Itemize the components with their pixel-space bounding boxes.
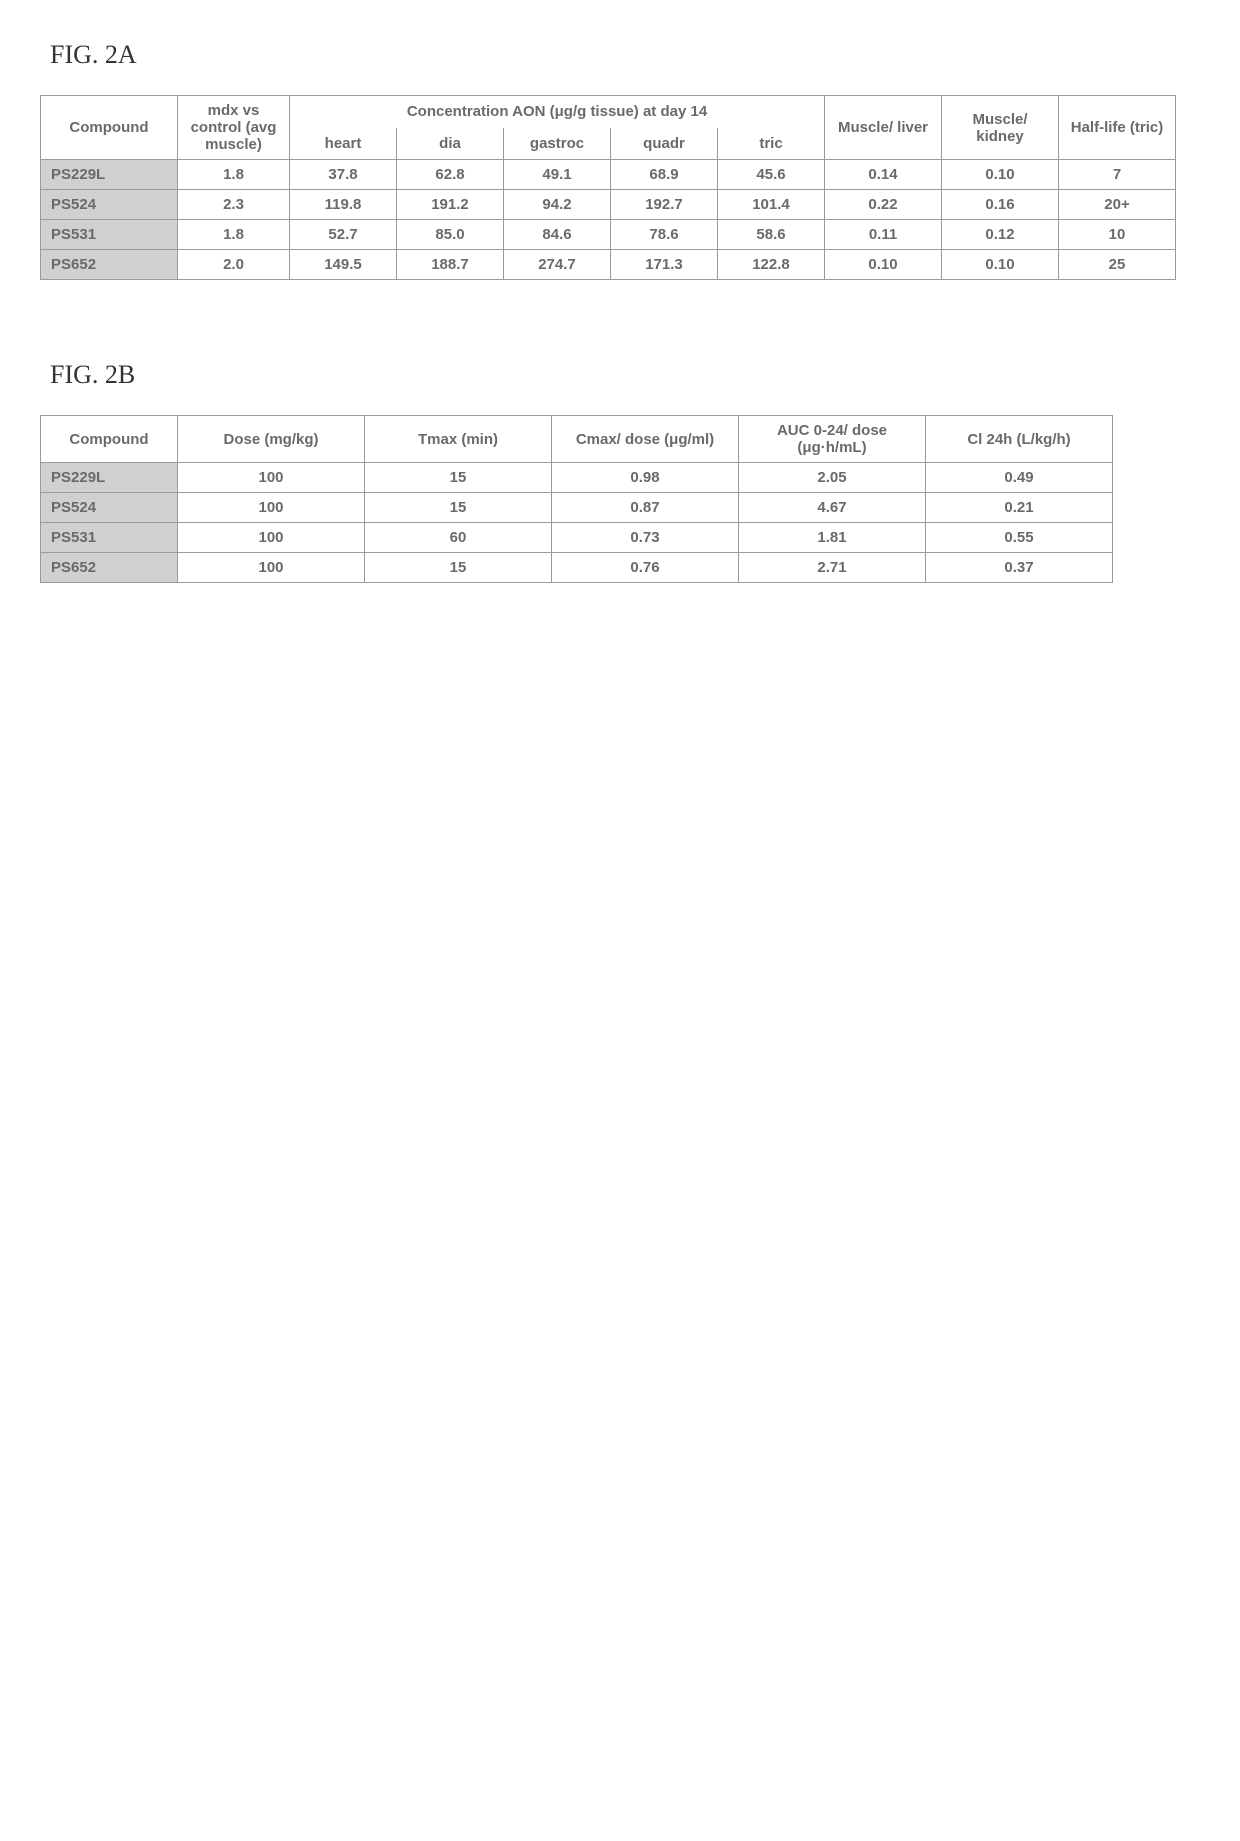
data-cell: 2.3 — [178, 190, 290, 220]
data-cell: 191.2 — [397, 190, 504, 220]
data-cell: 10 — [1059, 220, 1176, 250]
data-cell: 101.4 — [718, 190, 825, 220]
data-cell: 1.81 — [739, 523, 926, 553]
data-cell: 94.2 — [504, 190, 611, 220]
table-row: PS5311.852.785.084.678.658.60.110.1210 — [41, 220, 1176, 250]
data-cell: 0.49 — [926, 463, 1113, 493]
data-cell: 0.76 — [552, 553, 739, 583]
figure-2b-label: FIG. 2B — [50, 360, 1200, 390]
data-cell: 4.67 — [739, 493, 926, 523]
data-cell: 68.9 — [611, 160, 718, 190]
figure-2b-block: FIG. 2B Compound Dose (mg/kg) Tmax (min)… — [40, 360, 1200, 583]
data-cell: 274.7 — [504, 250, 611, 280]
table-2a: Compound mdx vs control (avg muscle) Con… — [40, 95, 1176, 280]
data-cell: 0.12 — [942, 220, 1059, 250]
col-halflife: Half-life (tric) — [1059, 96, 1176, 160]
data-cell: 0.11 — [825, 220, 942, 250]
col-gastroc: gastroc — [504, 128, 611, 160]
data-cell: 2.71 — [739, 553, 926, 583]
data-cell: 85.0 — [397, 220, 504, 250]
figure-2a-label: FIG. 2A — [50, 40, 1200, 70]
compound-cell: PS531 — [41, 523, 178, 553]
data-cell: 60 — [365, 523, 552, 553]
table-row: PS5242.3119.8191.294.2192.7101.40.220.16… — [41, 190, 1176, 220]
compound-cell: PS229L — [41, 160, 178, 190]
compound-cell: PS652 — [41, 553, 178, 583]
data-cell: 0.10 — [942, 160, 1059, 190]
data-cell: 58.6 — [718, 220, 825, 250]
col-conc-group: Concentration AON (μg/g tissue) at day 1… — [290, 96, 825, 128]
data-cell: 84.6 — [504, 220, 611, 250]
data-cell: 20+ — [1059, 190, 1176, 220]
figure-2a-block: FIG. 2A Compound mdx vs control (avg mus… — [40, 40, 1200, 280]
data-cell: 0.21 — [926, 493, 1113, 523]
col-heart: heart — [290, 128, 397, 160]
compound-cell: PS524 — [41, 190, 178, 220]
col-cmax: Cmax/ dose (μg/ml) — [552, 416, 739, 463]
col-dia: dia — [397, 128, 504, 160]
data-cell: 15 — [365, 553, 552, 583]
compound-cell: PS524 — [41, 493, 178, 523]
col-cl: Cl 24h (L/kg/h) — [926, 416, 1113, 463]
data-cell: 100 — [178, 493, 365, 523]
data-cell: 45.6 — [718, 160, 825, 190]
data-cell: 149.5 — [290, 250, 397, 280]
data-cell: 192.7 — [611, 190, 718, 220]
data-cell: 78.6 — [611, 220, 718, 250]
data-cell: 0.10 — [825, 250, 942, 280]
data-cell: 188.7 — [397, 250, 504, 280]
col-tric: tric — [718, 128, 825, 160]
table-row: PS229L100150.982.050.49 — [41, 463, 1113, 493]
col-tmax: Tmax (min) — [365, 416, 552, 463]
data-cell: 1.8 — [178, 160, 290, 190]
compound-cell: PS652 — [41, 250, 178, 280]
data-cell: 62.8 — [397, 160, 504, 190]
data-cell: 0.16 — [942, 190, 1059, 220]
compound-cell: PS531 — [41, 220, 178, 250]
data-cell: 2.0 — [178, 250, 290, 280]
col-quadr: quadr — [611, 128, 718, 160]
table-row: PS229L1.837.862.849.168.945.60.140.107 — [41, 160, 1176, 190]
col-compound: Compound — [41, 96, 178, 160]
table-row: PS531100600.731.810.55 — [41, 523, 1113, 553]
data-cell: 100 — [178, 553, 365, 583]
table-row: PS6522.0149.5188.7274.7171.3122.80.100.1… — [41, 250, 1176, 280]
table-2b: Compound Dose (mg/kg) Tmax (min) Cmax/ d… — [40, 415, 1113, 583]
col-auc: AUC 0-24/ dose (μg·h/mL) — [739, 416, 926, 463]
data-cell: 0.55 — [926, 523, 1113, 553]
data-cell: 0.98 — [552, 463, 739, 493]
data-cell: 52.7 — [290, 220, 397, 250]
data-cell: 100 — [178, 523, 365, 553]
data-cell: 119.8 — [290, 190, 397, 220]
data-cell: 0.87 — [552, 493, 739, 523]
data-cell: 2.05 — [739, 463, 926, 493]
data-cell: 7 — [1059, 160, 1176, 190]
data-cell: 49.1 — [504, 160, 611, 190]
data-cell: 0.14 — [825, 160, 942, 190]
col-muscle-kidney: Muscle/ kidney — [942, 96, 1059, 160]
data-cell: 122.8 — [718, 250, 825, 280]
table-row: PS652100150.762.710.37 — [41, 553, 1113, 583]
data-cell: 1.8 — [178, 220, 290, 250]
data-cell: 15 — [365, 493, 552, 523]
data-cell: 37.8 — [290, 160, 397, 190]
data-cell: 0.22 — [825, 190, 942, 220]
col-compound-b: Compound — [41, 416, 178, 463]
data-cell: 171.3 — [611, 250, 718, 280]
col-mdx: mdx vs control (avg muscle) — [178, 96, 290, 160]
compound-cell: PS229L — [41, 463, 178, 493]
data-cell: 25 — [1059, 250, 1176, 280]
data-cell: 100 — [178, 463, 365, 493]
data-cell: 0.73 — [552, 523, 739, 553]
table-row: PS524100150.874.670.21 — [41, 493, 1113, 523]
data-cell: 0.37 — [926, 553, 1113, 583]
data-cell: 0.10 — [942, 250, 1059, 280]
col-muscle-liver: Muscle/ liver — [825, 96, 942, 160]
data-cell: 15 — [365, 463, 552, 493]
col-dose: Dose (mg/kg) — [178, 416, 365, 463]
